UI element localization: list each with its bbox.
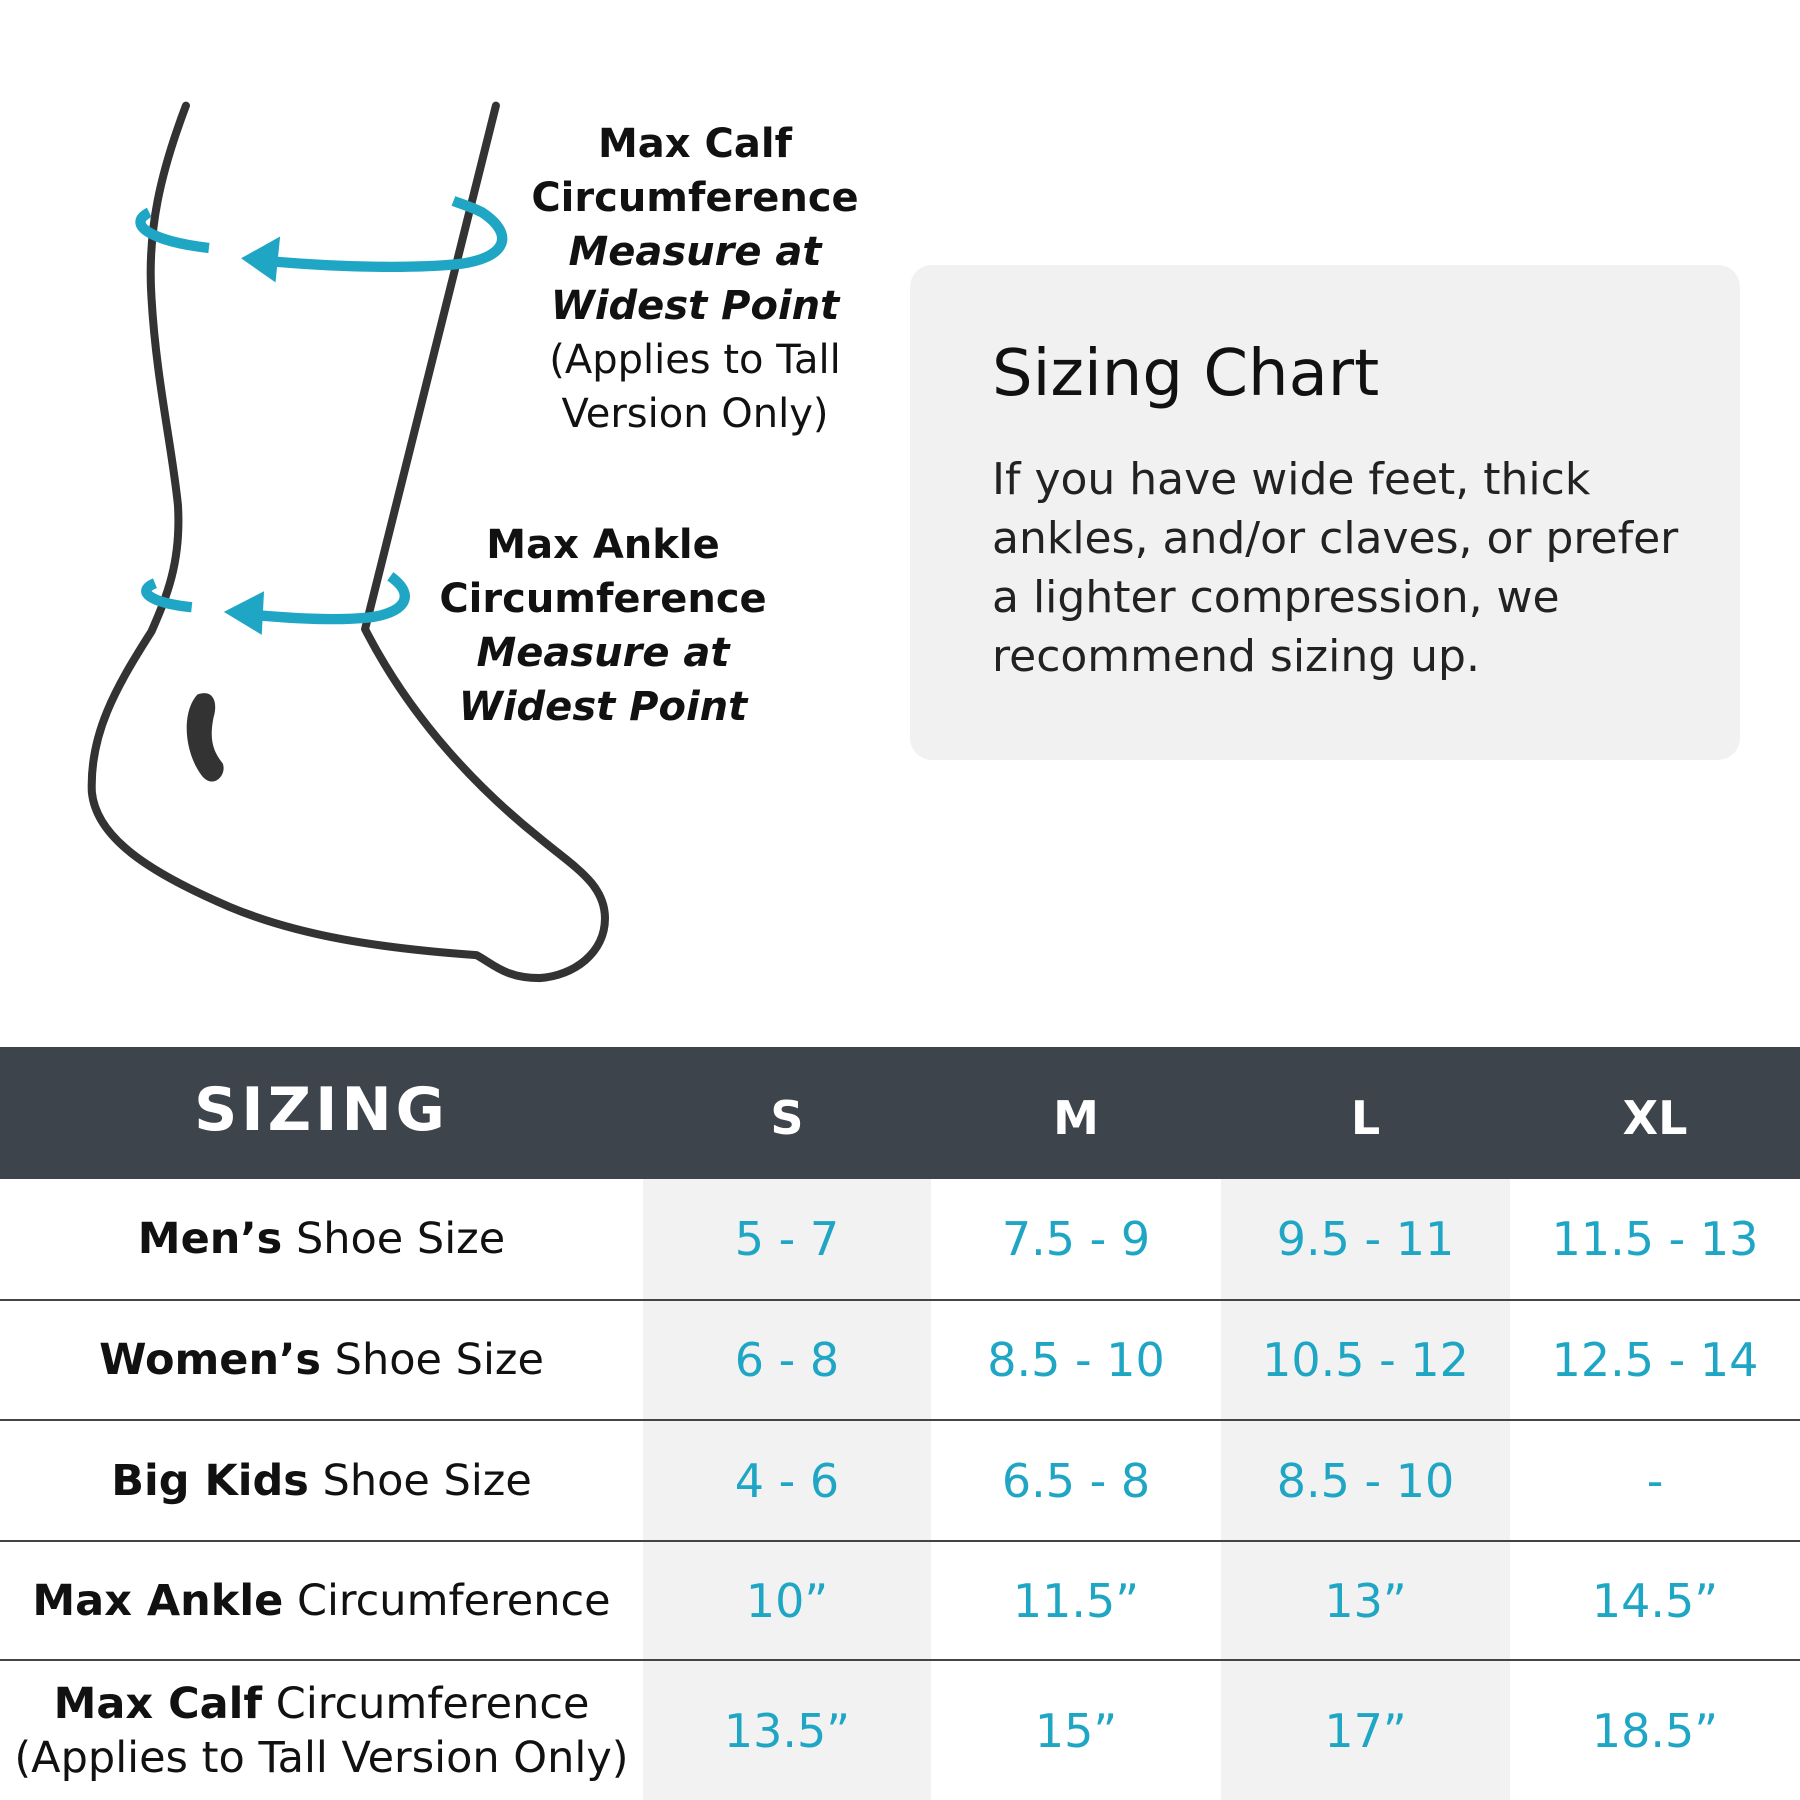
- size-cell: 10”: [643, 1542, 931, 1659]
- ankle-label: Max Ankle Circumference Measure at Wides…: [428, 518, 778, 734]
- size-cell: -: [1646, 1453, 1664, 1508]
- ankle-arrow: [141, 572, 410, 625]
- sizing-info-card: Sizing Chart If you have wide feet, thic…: [910, 265, 1740, 760]
- size-cell: 6.5 - 8: [1001, 1453, 1151, 1508]
- header-l: L: [1350, 1091, 1381, 1145]
- row-label-rest: Shoe Size: [321, 1335, 544, 1385]
- calf-arrowhead-icon: [241, 236, 281, 283]
- size-cell: 9.5 - 11: [1221, 1179, 1510, 1299]
- size-cell: 10.5 - 12: [1221, 1301, 1510, 1419]
- size-cell: 8.5 - 10: [987, 1333, 1165, 1387]
- size-cell: 12.5 - 14: [1551, 1333, 1759, 1387]
- row-label-bold: Women’s: [99, 1335, 322, 1385]
- row-label-rest: Circumference: [283, 1575, 611, 1626]
- row-label-rest: Circumference: [262, 1678, 590, 1729]
- size-cell: 14.5”: [1591, 1573, 1719, 1628]
- calf-label: Max Calf Circumference Measure at Widest…: [520, 117, 870, 441]
- size-cell: 6 - 8: [643, 1301, 931, 1419]
- header-s: S: [770, 1091, 804, 1145]
- size-cell: 13”: [1221, 1542, 1510, 1659]
- row-label-bold: Big Kids: [111, 1455, 309, 1506]
- row-label-rest: Shoe Size: [282, 1214, 506, 1264]
- table-row: Max Calf Circumference (Applies to Tall V…: [0, 1661, 1800, 1800]
- size-cell: 15”: [1034, 1703, 1118, 1758]
- size-cell: 5 - 7: [643, 1179, 931, 1299]
- calf-label-measure1: Measure at: [568, 229, 822, 275]
- ankle-label-measure2: Widest Point: [458, 684, 748, 730]
- ankle-arrowhead-icon: [223, 591, 265, 635]
- size-cell: 13.5”: [643, 1661, 931, 1800]
- row-label: Women’s Shoe Size: [0, 1301, 643, 1419]
- size-cell: 18.5”: [1591, 1703, 1719, 1758]
- size-cell: 11.5 - 13: [1551, 1212, 1759, 1266]
- size-cell: 17”: [1221, 1661, 1510, 1800]
- calf-label-measure2: Widest Point: [550, 283, 840, 329]
- ankle-label-title: Max Ankle: [486, 522, 720, 568]
- header-sizing: SIZING: [194, 1075, 449, 1145]
- leg-outline: [87, 101, 609, 983]
- row-label-bold: Max Calf: [53, 1678, 263, 1729]
- size-cell: 7.5 - 9: [1001, 1212, 1151, 1266]
- row-label-bold: Men’s: [137, 1214, 283, 1264]
- ankle-label-measure1: Measure at: [476, 630, 730, 676]
- card-body: If you have wide feet, thick ankles, and…: [992, 454, 1679, 682]
- table-row: Big Kids Shoe Size 4 - 6 6.5 - 8 8.5 - 10-: [0, 1421, 1800, 1542]
- size-cell: 8.5 - 10: [1221, 1421, 1510, 1540]
- size-cell: 4 - 6: [643, 1421, 931, 1540]
- calf-label-note1: (Applies to Tall: [549, 337, 841, 383]
- calf-arrow: [135, 196, 508, 273]
- row-label: Men’s Shoe Size: [0, 1179, 643, 1299]
- row-label: Big Kids Shoe Size: [0, 1421, 643, 1540]
- row-label-rest: Shoe Size: [308, 1455, 532, 1506]
- table-header: SIZING S M L XL: [0, 1047, 1800, 1179]
- table-row: Max Ankle Circumference 10” 11.5” 13” 14.5”: [0, 1542, 1800, 1661]
- ankle-label-title2: Circumference: [439, 576, 767, 622]
- row-label: Max Ankle Circumference: [0, 1542, 643, 1659]
- row-label: Max Calf Circumference (Applies to Tall V…: [0, 1661, 643, 1800]
- calf-label-note2: Version Only): [561, 391, 829, 437]
- size-cell: 11.5”: [1012, 1573, 1140, 1628]
- header-m: M: [1053, 1091, 1099, 1145]
- calf-label-title: Max Calf: [598, 121, 792, 167]
- header-xl: XL: [1622, 1091, 1688, 1145]
- ankle-bone-icon: [186, 693, 224, 782]
- row-label-bold: Max Ankle: [32, 1575, 284, 1626]
- row-label-note: (Applies to Tall Version Only): [14, 1732, 629, 1783]
- calf-label-title2: Circumference: [531, 175, 859, 221]
- table-row: Women’s Shoe Size 6 - 8 8.5 - 10 10.5 - 12 1…: [0, 1301, 1800, 1421]
- card-title: Sizing Chart: [992, 337, 1380, 411]
- table-row: Men’s Shoe Size 5 - 7 7.5 - 9 9.5 - 11 11.5 …: [0, 1179, 1800, 1301]
